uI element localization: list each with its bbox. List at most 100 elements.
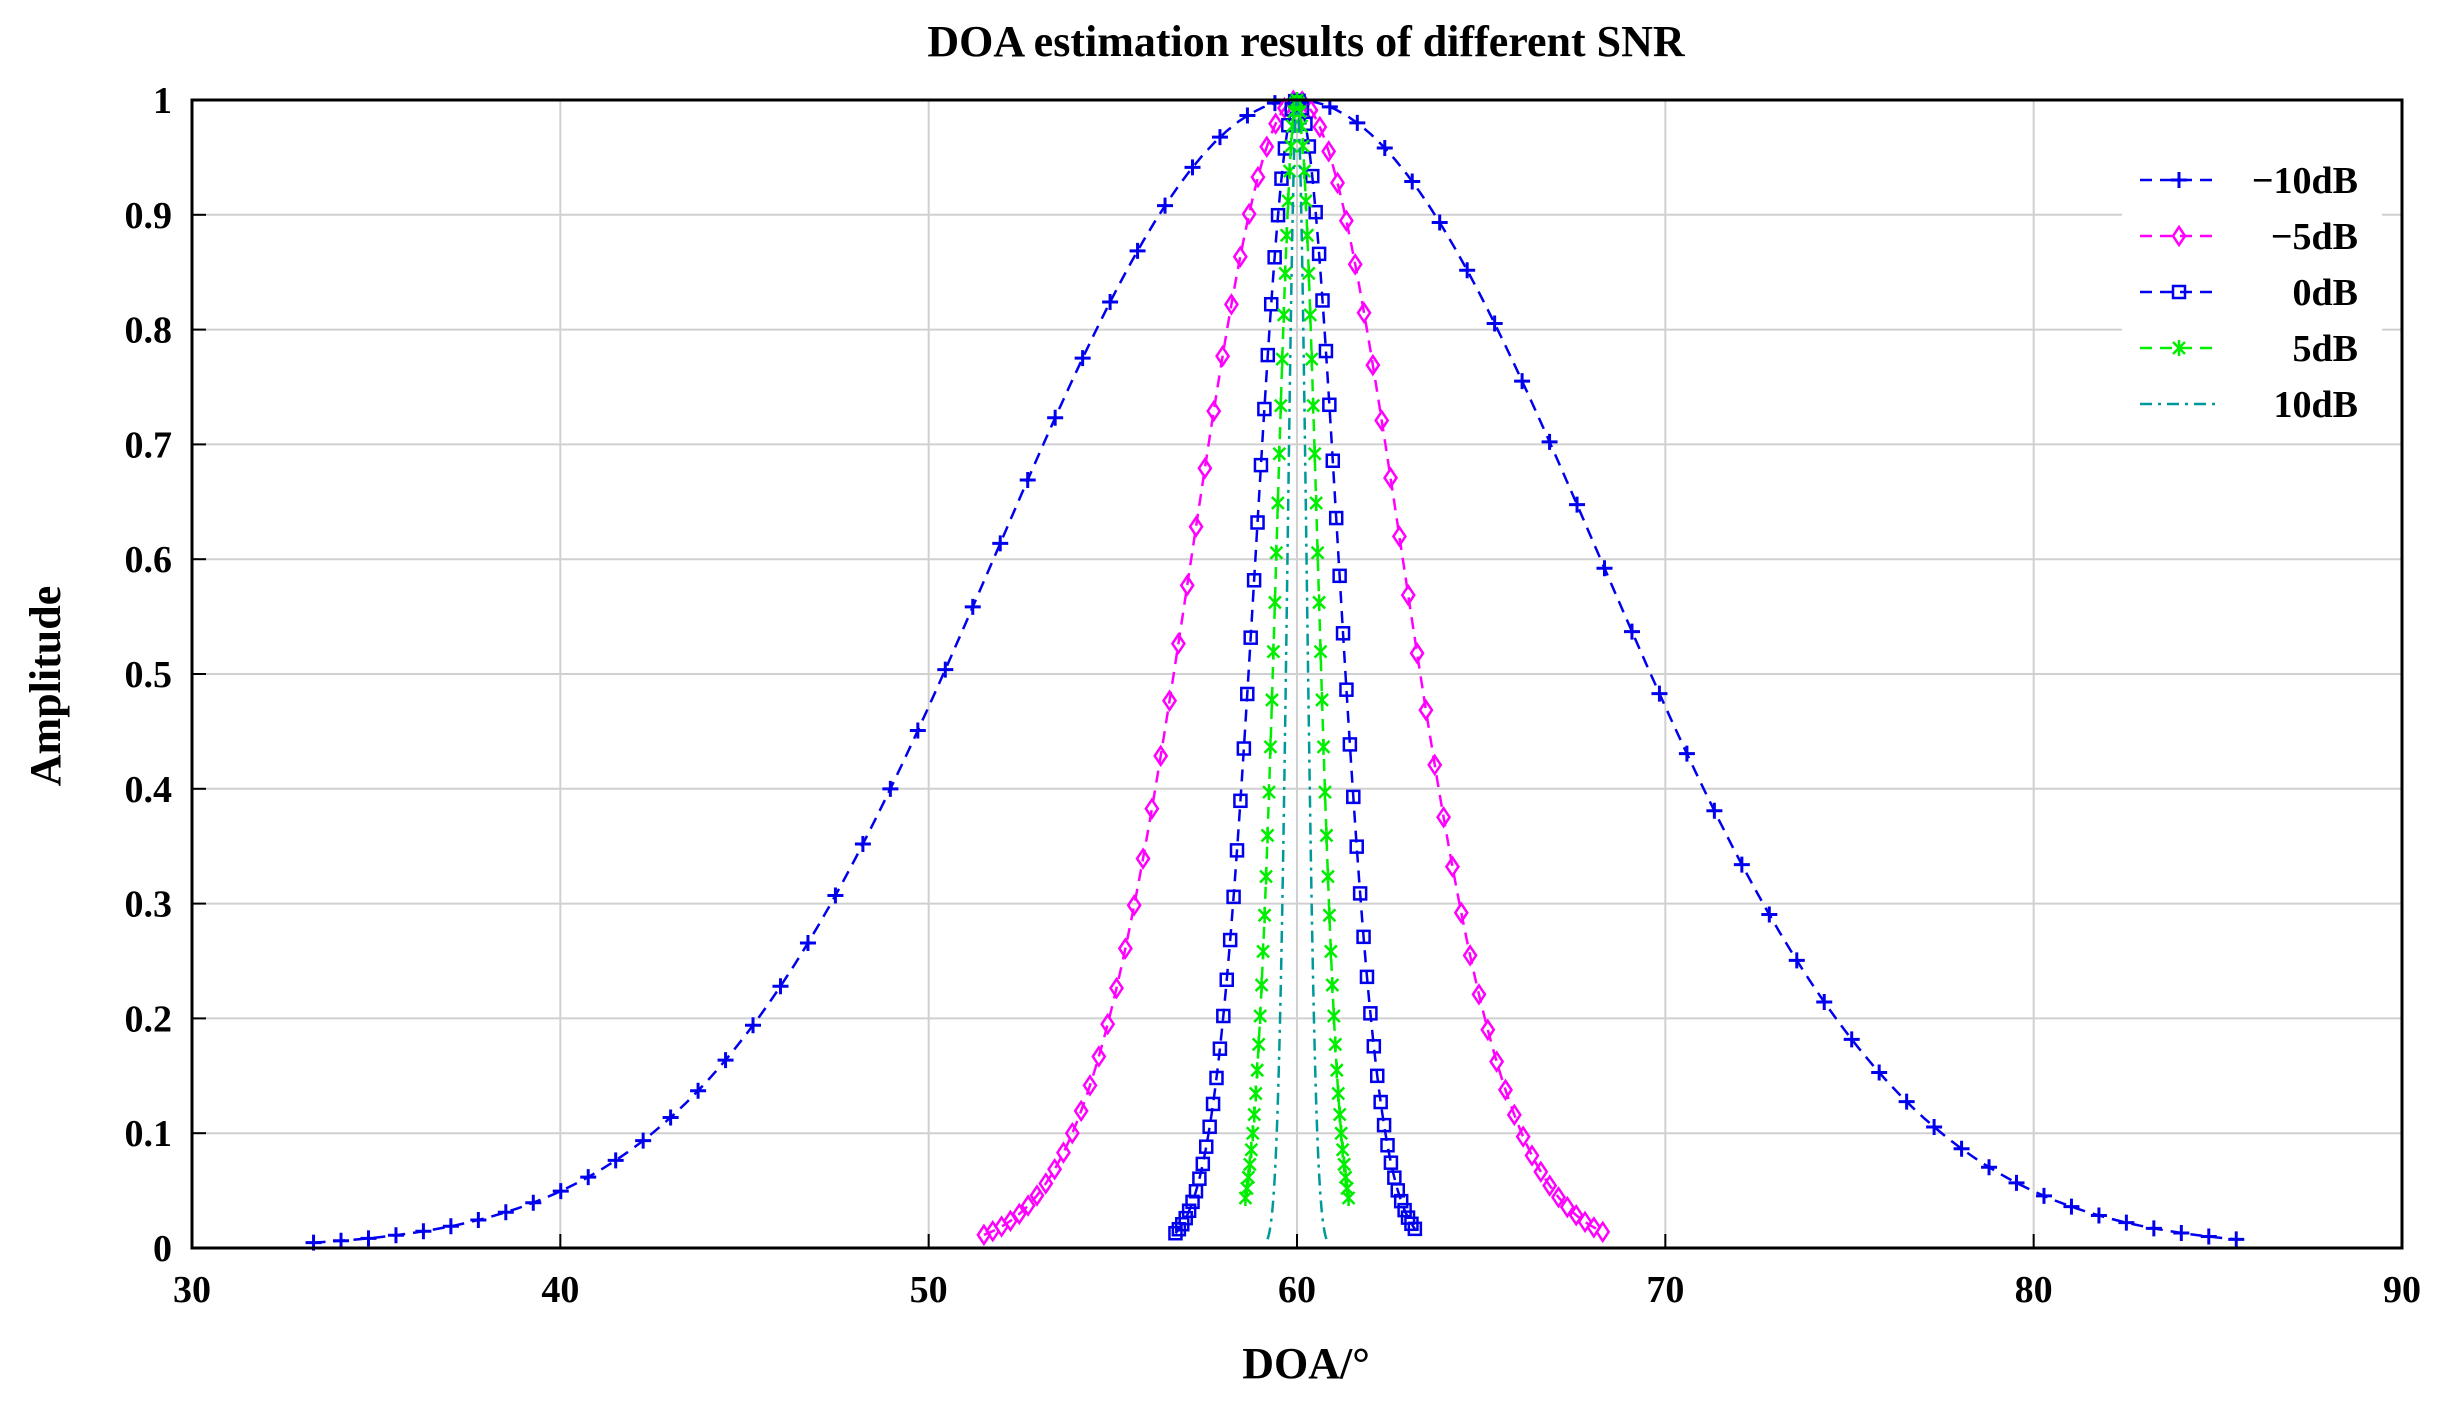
data-point: [1188, 515, 1204, 538]
legend-label: 0dB: [2293, 272, 2358, 314]
data-point: [1427, 753, 1443, 777]
data-point: [992, 535, 1009, 552]
data-point: [1246, 573, 1262, 588]
data-point: [2118, 1214, 2135, 1231]
data-point: [1331, 1085, 1346, 1102]
data-point: [1216, 1008, 1231, 1024]
data-point: [1305, 168, 1320, 184]
data-point: [1260, 827, 1275, 844]
data-point: [1303, 306, 1318, 323]
data-point: [1245, 1125, 1260, 1142]
data-point: [1091, 1045, 1107, 1068]
data-point: [1239, 107, 1256, 124]
data-point: [1276, 306, 1291, 323]
data-point: [1319, 827, 1334, 844]
legend-item: 0dB: [2140, 272, 2358, 314]
legend-item: 5dB: [2140, 328, 2358, 370]
x-tick-label: 60: [1278, 1269, 1316, 1311]
data-point: [1263, 738, 1278, 755]
data-point: [745, 1017, 762, 1034]
data-point: [1524, 1144, 1540, 1167]
data-point: [1926, 1118, 1943, 1135]
data-point: [1347, 253, 1363, 276]
data-point: [1365, 353, 1381, 377]
data-point: [1329, 1062, 1344, 1079]
data-point: [1308, 204, 1323, 220]
data-point: [635, 1132, 652, 1149]
data-point: [1334, 1125, 1349, 1142]
data-point: [1262, 784, 1276, 801]
legend-marker: [2172, 340, 2186, 356]
data-point: [1397, 1202, 1412, 1218]
data-point: [1306, 397, 1321, 414]
data-point: [1135, 847, 1151, 870]
data-point: [1205, 1096, 1221, 1112]
y-tick-label: 0.3: [125, 884, 173, 926]
data-point: [1240, 1180, 1254, 1197]
data-point: [1011, 1202, 1027, 1226]
data-point: [1244, 1141, 1259, 1158]
data-point: [1279, 227, 1294, 244]
data-point: [1313, 643, 1328, 660]
data-point: [1197, 456, 1213, 480]
data-point: [1240, 686, 1255, 702]
data-point: [1263, 296, 1279, 312]
data-point: [854, 836, 871, 852]
legend-marker: [2171, 172, 2187, 188]
data-point: [2145, 1220, 2162, 1237]
y-axis-label: Amplitude: [21, 586, 70, 786]
data-point: [1322, 907, 1337, 924]
data-point: [2090, 1207, 2107, 1224]
x-tick-labels: 30 40 50 60 70 80 90: [173, 1269, 2421, 1311]
data-point: [1338, 1169, 1353, 1186]
data-point: [1257, 907, 1272, 924]
data-point: [442, 1218, 459, 1235]
data-point: [1153, 744, 1169, 768]
data-point: [1981, 1159, 1998, 1176]
data-point: [1577, 1210, 1593, 1234]
legend-label: 10dB: [2274, 384, 2358, 426]
data-point: [1253, 457, 1269, 473]
series-10dB: [305, 92, 2245, 1251]
data-point: [1293, 103, 1307, 120]
data-point: [1596, 560, 1613, 577]
y-tick-label: 0: [153, 1228, 172, 1270]
legend-label: −5dB: [2271, 216, 2358, 258]
data-point: [1678, 745, 1695, 762]
y-tick-label: 0.8: [125, 310, 173, 352]
x-axis-label: DOA/°: [1242, 1339, 1370, 1388]
data-point: [1316, 738, 1331, 755]
data-point: [1373, 1094, 1388, 1110]
data-point: [1349, 114, 1366, 131]
data-point: [1309, 494, 1324, 511]
data-point: [1315, 691, 1329, 708]
data-point: [1202, 1119, 1217, 1135]
grid: [191, 99, 2403, 1249]
data-point: [1257, 401, 1272, 417]
data-point: [1359, 969, 1375, 985]
data-point: [1651, 685, 1668, 702]
y-tick-label: 0.9: [125, 195, 173, 237]
data-point: [1233, 793, 1248, 809]
data-point: [2008, 1174, 2025, 1191]
data-point: [1047, 1157, 1063, 1181]
data-point: [1391, 525, 1407, 548]
y-tick-label: 0.1: [125, 1113, 173, 1155]
data-point: [607, 1152, 624, 1169]
data-point: [1278, 265, 1293, 282]
series-line: [313, 98, 2237, 1244]
legend-item: 10dB: [2140, 384, 2358, 426]
data-point: [1251, 1036, 1266, 1053]
data-point: [2200, 1228, 2217, 1245]
data-point: [1273, 397, 1288, 414]
series-line: [1174, 98, 1416, 1235]
data-point: [1328, 510, 1344, 526]
data-point: [1259, 135, 1275, 159]
data-point: [1266, 643, 1281, 660]
data-point: [1184, 159, 1201, 176]
data-point: [1418, 698, 1434, 722]
data-point: [1247, 1106, 1262, 1123]
data-point: [1337, 1156, 1352, 1173]
data-point: [1312, 594, 1326, 611]
data-point: [1222, 932, 1238, 948]
